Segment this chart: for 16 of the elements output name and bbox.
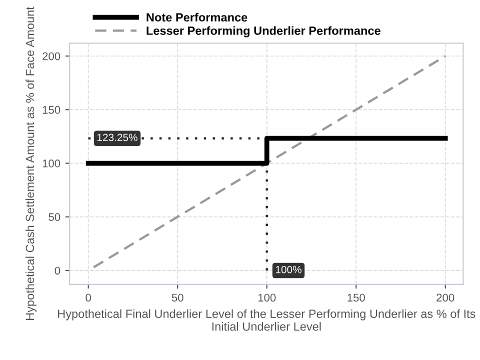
x-axis-title: Hypothetical Final Underlier Level of the Lesser Performing Underlier as % of Its Initial Underlier Level <box>58 309 476 331</box>
x-tick-label: 50 <box>172 294 184 302</box>
y-tick-label: 100 <box>42 160 60 168</box>
y-tick-label: 0 <box>54 266 60 275</box>
x-tick-label: 100 <box>258 294 276 302</box>
y-tick-label: 200 <box>42 52 60 60</box>
legend-label: Lesser Performing Underlier Performance <box>146 26 380 38</box>
annotation: 123.25% <box>97 134 138 142</box>
legend-label: Note Performance <box>146 12 248 22</box>
x-tick-label: 200 <box>436 294 454 302</box>
y-tick-label: 50 <box>48 213 60 221</box>
y-tick-label: 150 <box>42 106 60 114</box>
x-tick-label: 150 <box>348 294 365 302</box>
annotation: 100% <box>276 266 302 274</box>
x-tick-label: 0 <box>86 294 91 302</box>
y-axis-title: Hypothetical Cash Settlement Amount as % of Face Amount <box>25 6 36 320</box>
